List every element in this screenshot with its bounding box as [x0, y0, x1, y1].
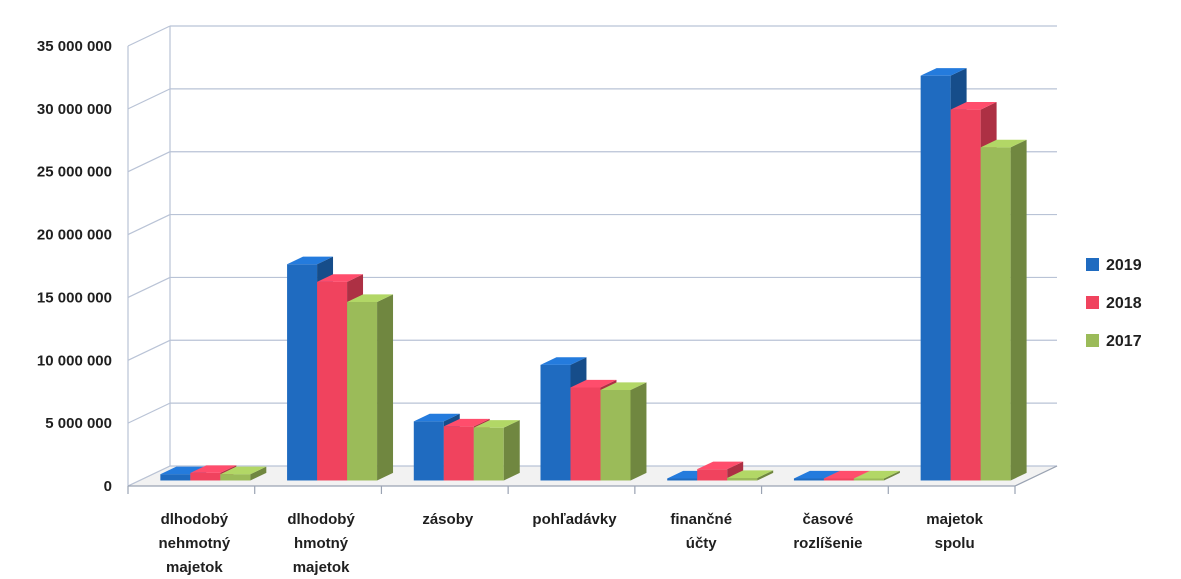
bar-top-2017 — [220, 466, 267, 475]
category-label: majetok — [293, 559, 350, 576]
bar-2017 — [473, 427, 504, 481]
bar-2019 — [287, 264, 318, 481]
bar-top-2019 — [540, 357, 587, 365]
gridline-side — [127, 402, 171, 424]
category-label: rozlíšenie — [793, 535, 862, 552]
bar-top-2019 — [413, 413, 460, 422]
bar-2017 — [853, 478, 884, 481]
y-tick-label: 15 000 000 — [37, 289, 112, 306]
bar-2019 — [667, 478, 698, 481]
bar-top-2018 — [823, 470, 870, 479]
category-label: majetok — [926, 511, 983, 528]
y-tick-label: 10 000 000 — [37, 352, 112, 369]
bar-2018 — [190, 472, 221, 481]
gridline-side — [127, 151, 171, 173]
bar-side-2017 — [377, 294, 394, 481]
bar-top-2017 — [727, 470, 774, 478]
category-label: zásoby — [422, 511, 474, 528]
bar-2019 — [793, 478, 824, 481]
y-tick-label: 30 000 000 — [37, 101, 112, 118]
bar-top-2019 — [160, 466, 207, 475]
bar-top-2019 — [287, 256, 334, 265]
bar-2018 — [443, 426, 474, 481]
category-label: dlhodobý — [287, 511, 355, 528]
legend-label-2017: 2017 — [1106, 333, 1142, 350]
bar-side-2017 — [503, 420, 520, 481]
bar-top-2018 — [443, 418, 490, 427]
category-label: hmotný — [294, 535, 349, 552]
category-label: dlhodobý — [161, 511, 229, 528]
legend-swatch-2017 — [1086, 334, 1099, 347]
category-label: spolu — [935, 535, 975, 552]
bar-top-2018 — [950, 102, 997, 110]
bar-top-2017 — [600, 382, 647, 390]
bar-top-2018 — [317, 274, 364, 282]
bar-top-2018 — [697, 461, 744, 470]
legend-swatch-2019 — [1086, 258, 1099, 271]
bar-2018 — [317, 281, 348, 481]
bar-2017 — [980, 147, 1011, 481]
gridline-side — [127, 339, 171, 361]
bar-top-2017 — [473, 420, 520, 428]
bar-2017 — [220, 474, 251, 481]
bar-side-2017 — [630, 382, 647, 481]
bar-2019 — [540, 364, 571, 481]
bar-top-2019 — [793, 470, 840, 479]
category-label: účty — [686, 535, 718, 552]
bar-top-2018 — [570, 379, 617, 388]
bar-2018 — [570, 387, 601, 481]
bar-side-2017 — [757, 470, 774, 481]
bar-side-2017 — [883, 470, 900, 481]
bar-top-2019 — [920, 68, 967, 76]
bar-2017 — [347, 301, 378, 481]
bar-2018 — [697, 469, 728, 481]
category-label: finančné — [670, 511, 732, 528]
category-label: majetok — [166, 559, 223, 576]
y-tick-label: 20 000 000 — [37, 227, 112, 244]
gridline-side — [127, 25, 171, 47]
bar-side-2017 — [1010, 139, 1027, 481]
bar-2017 — [727, 477, 758, 481]
bar-side-2018 — [727, 461, 744, 481]
category-label: nehmotný — [159, 535, 231, 552]
bar-top-2017 — [347, 294, 394, 302]
legend-swatch-2018 — [1086, 296, 1099, 309]
y-tick-label: 25 000 000 — [37, 164, 112, 181]
bar-2019 — [160, 474, 191, 481]
y-tick-label: 5 000 000 — [45, 415, 112, 432]
bar-top-2018 — [190, 465, 237, 473]
y-tick-label: 0 — [104, 478, 112, 495]
bar-side-2017 — [250, 466, 267, 481]
bar-2019 — [920, 75, 951, 481]
bar-2019 — [413, 421, 444, 481]
category-label: pohľadávky — [532, 511, 617, 528]
floor-right-edge — [1014, 465, 1058, 487]
bar-2018 — [950, 109, 981, 481]
bar-2018 — [823, 478, 854, 481]
legend-label-2018: 2018 — [1106, 295, 1142, 312]
gridline-side — [127, 214, 171, 236]
y-tick-label: 35 000 000 — [37, 38, 112, 55]
gridline-side — [127, 276, 171, 298]
gridline-side — [127, 88, 171, 110]
gridline-side — [127, 465, 171, 487]
category-label: časové — [802, 511, 853, 528]
bar-top-2017 — [853, 470, 900, 479]
legend-label-2019: 2019 — [1106, 257, 1142, 274]
bar-2017 — [600, 389, 631, 481]
bar-top-2017 — [980, 139, 1027, 148]
